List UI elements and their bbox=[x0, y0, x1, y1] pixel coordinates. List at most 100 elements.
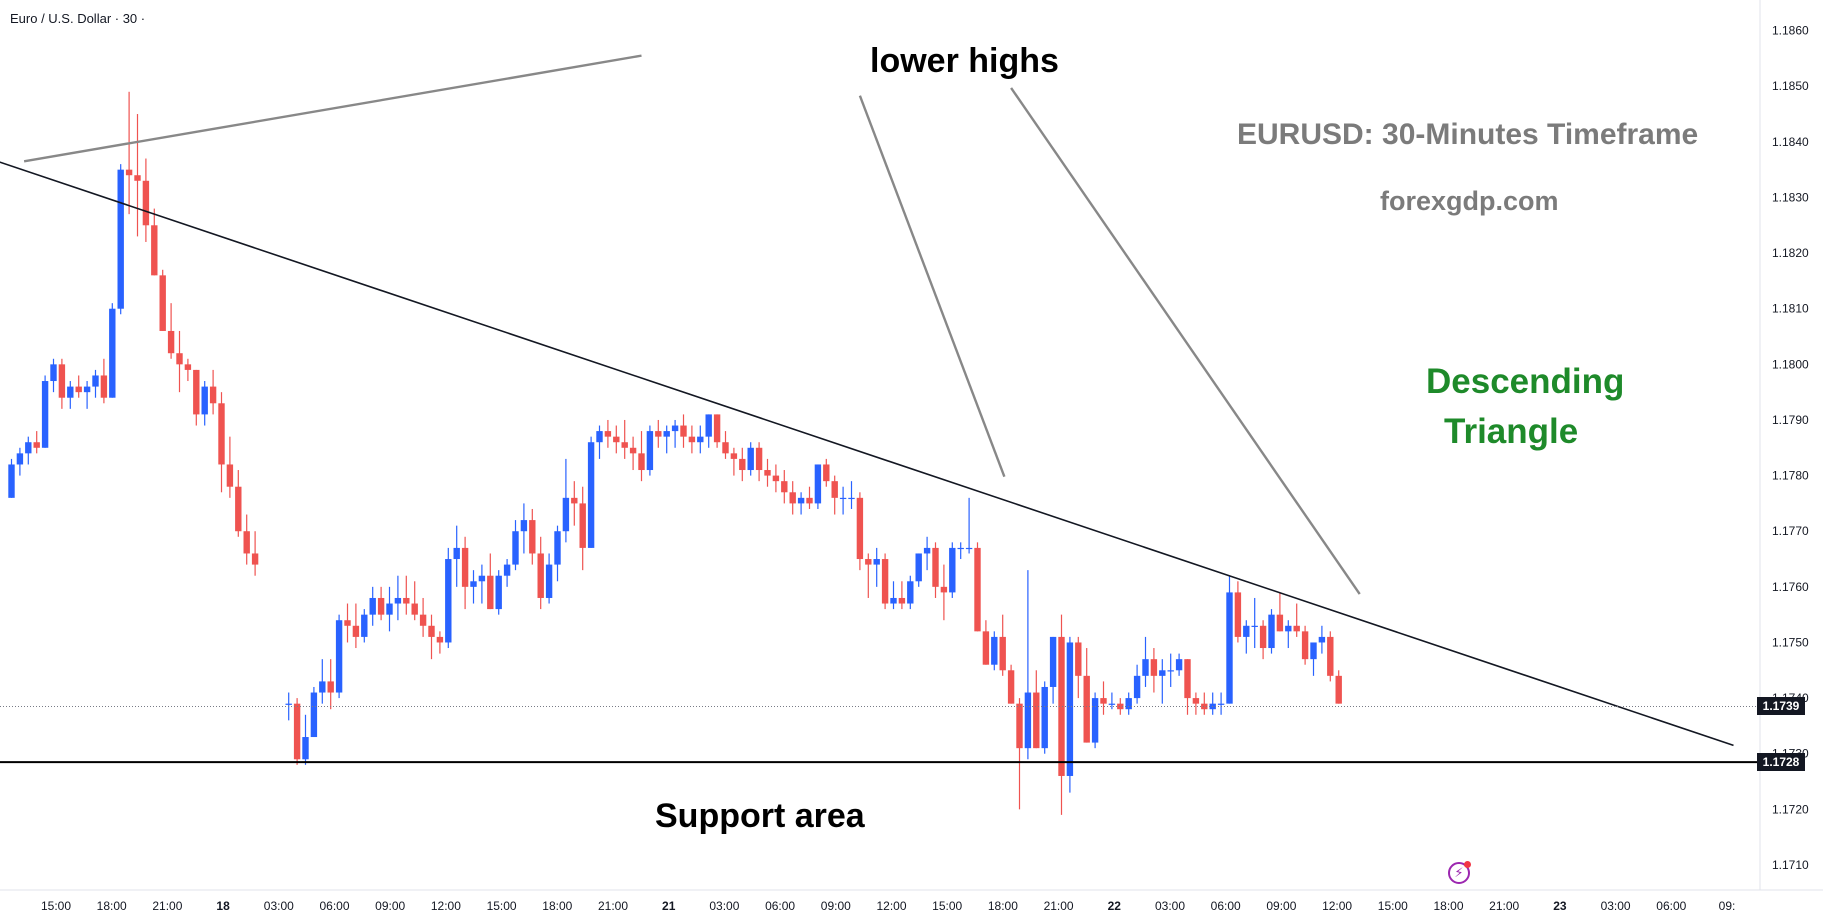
candle bbox=[638, 431, 645, 482]
candle-body bbox=[739, 458, 746, 471]
time-tick-label: 18:00 bbox=[542, 899, 572, 913]
candle-body bbox=[512, 531, 519, 565]
candle-body bbox=[361, 614, 368, 637]
candle bbox=[814, 464, 822, 509]
candle-body bbox=[999, 636, 1006, 671]
candle-body bbox=[184, 364, 192, 370]
candle-body bbox=[134, 175, 141, 181]
candle bbox=[352, 603, 360, 649]
candle bbox=[932, 542, 939, 598]
candle-body bbox=[75, 386, 82, 393]
candle-body bbox=[16, 453, 24, 465]
candle-body bbox=[1327, 636, 1334, 676]
candle-body bbox=[403, 597, 410, 604]
flash-icon[interactable]: ⚡ bbox=[1448, 861, 1471, 884]
candle bbox=[1142, 636, 1149, 687]
time-tick-label: 18:00 bbox=[988, 899, 1018, 913]
candle bbox=[764, 458, 771, 487]
symbol-title[interactable]: Euro / U.S. Dollar · 30 · bbox=[10, 11, 146, 26]
candle bbox=[823, 458, 830, 487]
candle bbox=[327, 659, 334, 710]
candle-body bbox=[495, 575, 502, 610]
candle-body bbox=[587, 442, 595, 548]
candle bbox=[772, 464, 780, 493]
time-tick-label: 06:00 bbox=[765, 899, 795, 913]
candle-body bbox=[293, 703, 301, 760]
time-tick-label: 18:00 bbox=[1433, 899, 1463, 913]
candle bbox=[226, 436, 234, 498]
candle-body bbox=[470, 581, 477, 587]
candle bbox=[1033, 670, 1040, 749]
candle-body bbox=[604, 431, 612, 437]
candle bbox=[1100, 681, 1107, 715]
candle-body bbox=[159, 275, 166, 331]
candle-body bbox=[58, 364, 66, 398]
candle-body bbox=[797, 497, 805, 504]
candle-body bbox=[621, 442, 628, 448]
time-tick-label: 15:00 bbox=[41, 899, 71, 913]
candle bbox=[856, 492, 864, 571]
candle bbox=[991, 631, 998, 671]
candle-body bbox=[671, 425, 679, 432]
candle-body bbox=[596, 431, 603, 443]
candle-body bbox=[974, 547, 981, 632]
time-tick-label: 21:00 bbox=[1489, 899, 1519, 913]
candle bbox=[1301, 625, 1309, 665]
candle bbox=[377, 586, 385, 621]
candle bbox=[663, 425, 670, 454]
candle bbox=[445, 547, 452, 649]
candle bbox=[571, 481, 578, 526]
candle bbox=[1159, 659, 1166, 704]
candles-layer bbox=[8, 91, 1342, 815]
candle-body bbox=[1007, 670, 1015, 704]
descending-trendline[interactable] bbox=[0, 128, 1734, 747]
candle bbox=[310, 686, 318, 738]
candle-body bbox=[67, 386, 74, 398]
candle bbox=[411, 581, 418, 621]
candle-body bbox=[1293, 625, 1300, 632]
time-tick-label: 06:00 bbox=[1656, 899, 1686, 913]
candle bbox=[1217, 692, 1225, 715]
candle bbox=[890, 581, 897, 610]
candle-body bbox=[781, 481, 788, 493]
candle bbox=[201, 381, 208, 426]
candle-body bbox=[1125, 698, 1132, 710]
candle-body bbox=[117, 169, 124, 309]
callout-line bbox=[23, 54, 642, 163]
candle bbox=[1016, 698, 1023, 810]
candle bbox=[436, 631, 444, 654]
candle-body bbox=[1175, 659, 1183, 671]
candle-body bbox=[638, 453, 645, 471]
candle bbox=[193, 369, 200, 426]
candle-body bbox=[218, 403, 225, 465]
time-tick-label: 03:00 bbox=[1155, 899, 1185, 913]
candle bbox=[831, 475, 838, 515]
candle-body bbox=[613, 436, 620, 443]
candle bbox=[512, 520, 519, 571]
candle-body bbox=[1033, 692, 1040, 749]
candle bbox=[747, 442, 754, 476]
candle-body bbox=[445, 559, 452, 643]
candle bbox=[907, 575, 914, 610]
candle-body bbox=[327, 681, 334, 693]
candle bbox=[50, 358, 57, 393]
candle bbox=[125, 91, 133, 215]
candle-body bbox=[428, 625, 435, 637]
annotation-support-area: Support area bbox=[655, 797, 865, 835]
candle bbox=[982, 620, 990, 665]
candle bbox=[873, 547, 880, 587]
candle-body bbox=[520, 520, 528, 532]
candle-body bbox=[142, 180, 150, 226]
candle bbox=[1058, 614, 1065, 815]
candle bbox=[587, 436, 595, 548]
candle bbox=[806, 486, 813, 509]
candle bbox=[419, 597, 427, 637]
candle bbox=[209, 369, 217, 415]
candle bbox=[1066, 636, 1074, 793]
time-axis[interactable]: 15:00 18:00 21:00 18 03:00 06:00 09:00 12:00 15:… bbox=[0, 889, 1823, 913]
candle-body bbox=[1049, 636, 1057, 687]
time-tick-label: 22 bbox=[1108, 899, 1122, 913]
price-axis[interactable]: 1.1860 1.1850 1.1840 1.1830 1.1820 1.1810 1.18… bbox=[1759, 0, 1809, 890]
